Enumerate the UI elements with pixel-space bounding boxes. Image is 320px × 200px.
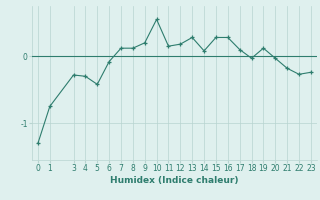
X-axis label: Humidex (Indice chaleur): Humidex (Indice chaleur) (110, 176, 239, 185)
